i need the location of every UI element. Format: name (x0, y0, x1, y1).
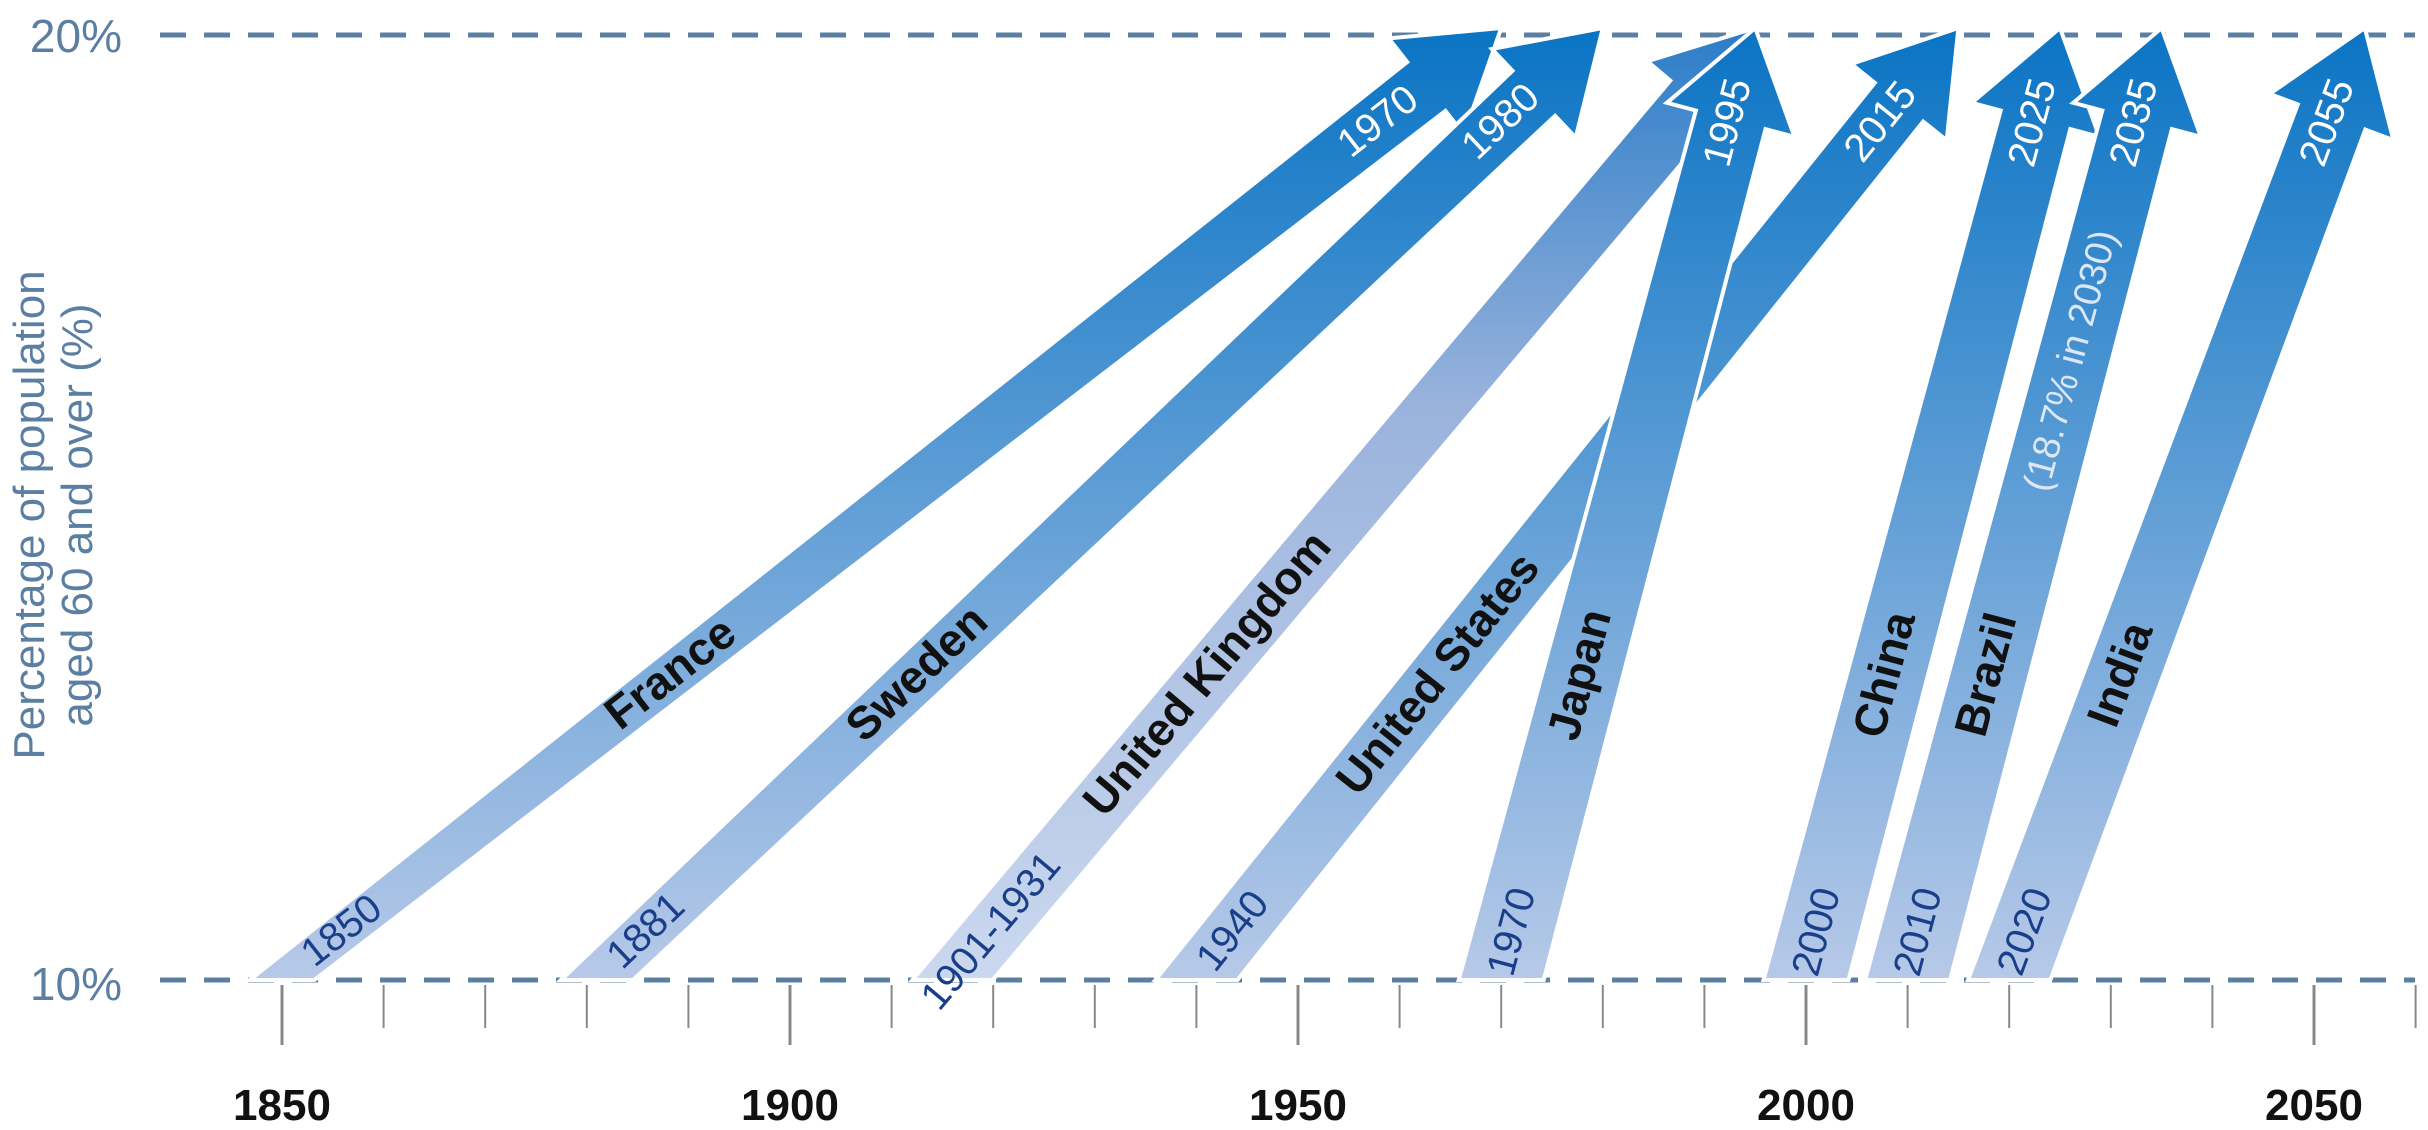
y-axis-title-line1: Percentage of population (5, 270, 54, 759)
arrow-japan (1456, 24, 1798, 982)
x-tick-label-2000: 2000 (1757, 1081, 1855, 1130)
arrow-india (1965, 24, 2397, 982)
y-tick-label-10: 10% (30, 958, 122, 1010)
x-tick-label-2050: 2050 (2265, 1081, 2363, 1130)
grid-lines (160, 32, 2415, 983)
arrow-brazil (1862, 24, 2205, 982)
arrows-layer (243, 24, 2397, 982)
x-axis: 1850 1900 1950 2000 2050 (233, 985, 2417, 1130)
arrow-china (1760, 24, 2103, 982)
x-tick-label-1900: 1900 (741, 1081, 839, 1130)
y-tick-label-20: 20% (30, 10, 122, 62)
country-label-united-kingdom: United Kingdom (1072, 520, 1341, 825)
x-tick-label-1850: 1850 (233, 1081, 331, 1130)
y-axis-title-line2: aged 60 and over (%) (53, 303, 102, 726)
country-label-france: France (594, 605, 745, 739)
arrow-sweden (555, 25, 1606, 982)
country-label-sweden: Sweden (835, 594, 997, 751)
start-label-united-kingdom: 1901-1931 (912, 844, 1069, 1019)
y-axis-title: Percentage of population aged 60 and ove… (5, 270, 102, 759)
arrow-france (243, 25, 1505, 982)
x-tick-label-1950: 1950 (1249, 1081, 1347, 1130)
arrow-united-states (1151, 25, 1961, 982)
